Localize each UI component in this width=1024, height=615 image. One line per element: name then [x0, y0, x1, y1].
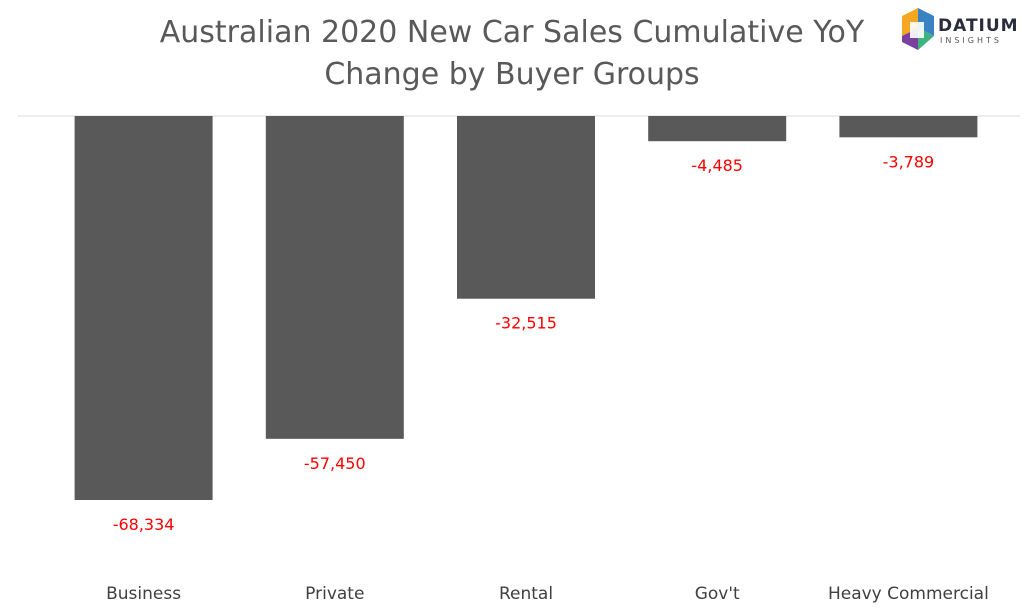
chart-title: Australian 2020 New Car Sales Cumulative…: [0, 12, 1024, 96]
category-label-rental: Rental: [499, 584, 553, 604]
chart-title-line-1: Australian 2020 New Car Sales Cumulative…: [159, 15, 865, 50]
bar-heavy-commercial: [839, 116, 978, 138]
datium-logo: DATIUM INSIGHTS: [898, 8, 1018, 58]
category-label-gov-t: Gov't: [695, 584, 740, 604]
category-label-heavy-commercial: Heavy Commercial: [828, 584, 989, 604]
logo-brand-text: DATIUM: [938, 16, 1019, 36]
logo-sub-text: INSIGHTS: [940, 36, 1002, 45]
bar-private: [265, 116, 404, 439]
data-label-rental: -32,515: [495, 314, 557, 333]
category-label-business: Business: [106, 584, 181, 604]
category-labels-group: Business Private Rental Gov't Heavy Commerci…: [106, 584, 989, 604]
data-labels-group: -68,334 -57,450 -32,515 -4,485 -3,789: [113, 152, 934, 534]
data-label-business: -68,334: [113, 515, 175, 534]
bars-group: [74, 116, 978, 500]
datium-logo-icon: [902, 8, 934, 50]
category-label-private: Private: [305, 584, 364, 604]
data-label-gov-t: -4,485: [691, 156, 743, 175]
bar-business: [74, 116, 213, 500]
data-label-heavy-commercial: -3,789: [883, 152, 935, 171]
bar-gov-t: [648, 116, 787, 142]
bar-rental: [457, 116, 595, 299]
chart-title-line-2: Change by Buyer Groups: [324, 57, 700, 92]
data-label-private: -57,450: [304, 454, 366, 473]
